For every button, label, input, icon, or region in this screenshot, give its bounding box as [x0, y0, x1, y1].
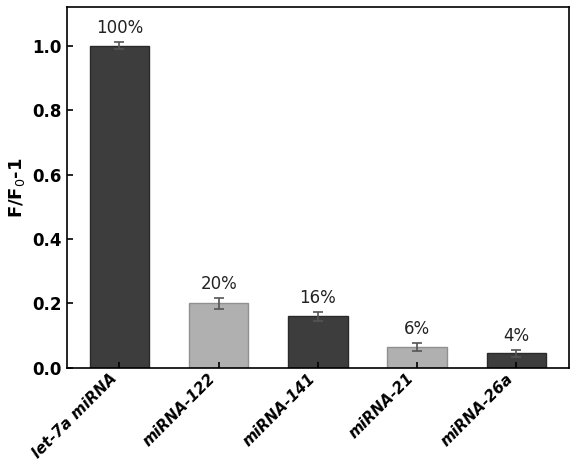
Bar: [388, 347, 447, 368]
Bar: [288, 316, 348, 368]
Text: 4%: 4%: [503, 328, 529, 345]
Text: 16%: 16%: [300, 289, 336, 307]
Bar: [487, 353, 546, 368]
Y-axis label: F/F$_0$-1: F/F$_0$-1: [7, 157, 27, 218]
Text: 6%: 6%: [404, 320, 430, 338]
Bar: [189, 303, 248, 368]
Bar: [90, 45, 149, 368]
Text: 20%: 20%: [200, 275, 237, 293]
Text: 100%: 100%: [96, 19, 143, 37]
